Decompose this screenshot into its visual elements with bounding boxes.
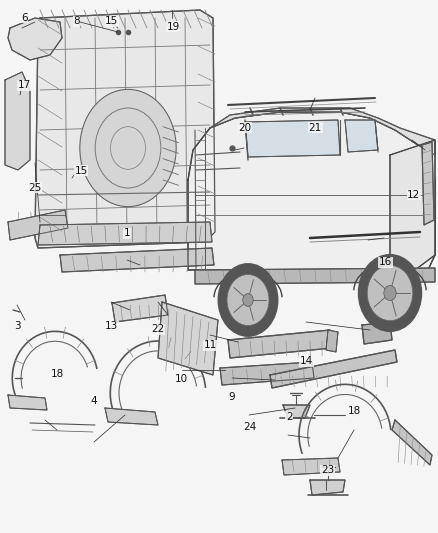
Text: 18: 18 [348,407,361,416]
Polygon shape [8,210,68,240]
Polygon shape [195,268,435,284]
Polygon shape [38,222,212,245]
Text: 9: 9 [229,392,236,402]
Polygon shape [8,18,62,60]
Text: 21: 21 [309,123,322,133]
Text: 16: 16 [379,257,392,267]
Circle shape [358,255,421,332]
Text: 4: 4 [91,396,98,406]
Circle shape [80,90,176,207]
Text: 13: 13 [105,321,118,331]
Text: 2: 2 [286,412,293,422]
Circle shape [367,265,413,321]
Polygon shape [362,322,392,344]
Circle shape [218,264,278,336]
Text: 23: 23 [321,465,334,475]
Polygon shape [35,10,215,248]
Polygon shape [392,420,432,465]
Polygon shape [60,248,214,272]
Text: 14: 14 [300,357,313,366]
Text: 10: 10 [175,375,188,384]
Text: 22: 22 [151,325,164,334]
Polygon shape [270,350,397,388]
Polygon shape [326,330,338,352]
Circle shape [227,274,269,326]
Polygon shape [345,120,378,152]
Polygon shape [390,140,435,270]
Polygon shape [158,302,218,375]
Circle shape [243,294,253,306]
Polygon shape [245,120,340,157]
Text: 8: 8 [73,17,80,26]
Polygon shape [228,330,332,358]
Text: 17: 17 [18,80,31,90]
Polygon shape [188,112,435,270]
Polygon shape [282,458,340,475]
Text: 25: 25 [28,183,42,192]
Text: 3: 3 [14,321,21,331]
Text: 6: 6 [21,13,28,22]
Text: 20: 20 [239,123,252,133]
Polygon shape [112,295,168,322]
Polygon shape [283,405,310,418]
Text: 24: 24 [243,423,256,432]
Text: 12: 12 [407,190,420,199]
Text: 1: 1 [124,229,131,238]
Polygon shape [8,395,47,410]
Polygon shape [310,480,345,495]
Polygon shape [5,72,30,170]
Text: 19: 19 [166,22,180,31]
Circle shape [384,286,396,301]
Polygon shape [422,142,434,225]
Polygon shape [210,108,435,155]
Text: 15: 15 [74,166,88,175]
Text: 18: 18 [50,369,64,379]
Polygon shape [220,362,314,385]
Text: 15: 15 [105,17,118,26]
Text: 11: 11 [204,341,217,350]
Polygon shape [105,408,158,425]
